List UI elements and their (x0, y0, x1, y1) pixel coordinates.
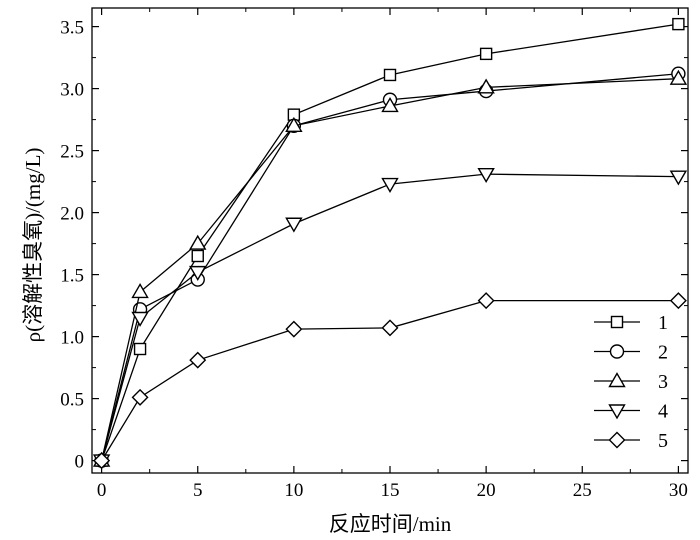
series-4 (92, 167, 688, 470)
series-5-point (93, 452, 111, 470)
series-5-point (285, 320, 303, 338)
legend-label: 1 (658, 312, 668, 334)
y-tick-label: 3.5 (60, 18, 84, 39)
x-tick-label: 0 (97, 480, 107, 501)
series-3-point (131, 283, 149, 299)
series-4-point (477, 167, 495, 184)
series-3 (92, 69, 688, 467)
series-1-point (672, 17, 685, 31)
y-tick-label: 0 (75, 452, 85, 473)
legend-marker (608, 431, 626, 449)
series-group (92, 17, 688, 470)
series-3-point (189, 234, 207, 250)
series-4-point (285, 217, 303, 233)
x-axis-ticks: 0 5 10 15 20 25 30 (97, 8, 688, 501)
series-5-point (669, 292, 687, 310)
series-5 (93, 292, 687, 470)
series-1-point (383, 68, 397, 82)
x-tick-label: 10 (284, 480, 303, 501)
series-4-point (189, 265, 207, 282)
y-tick-label: 1.0 (60, 328, 84, 349)
y-tick-label: 2.0 (60, 204, 84, 225)
legend-label: 3 (658, 371, 668, 393)
x-tick-label: 25 (573, 480, 592, 501)
series-3-point (477, 78, 495, 94)
x-axis-label: 反应时间/min (329, 512, 452, 536)
series-5-point (477, 292, 495, 310)
series-1-point (191, 249, 204, 263)
y-axis-ticks: 0 0.5 1.0 1.5 2.0 2.5 3.0 3.5 (60, 18, 688, 473)
series-5-point (189, 351, 207, 369)
y-axis-label: ρ(溶解性臭氧)/(mg/L) (21, 148, 45, 343)
y-tick-label: 3.0 (60, 80, 84, 101)
legend: 1 2 3 4 5 (594, 312, 668, 452)
legend-label: 2 (658, 342, 668, 364)
y-tick-label: 1.5 (60, 266, 84, 287)
series-4-line (100, 173, 679, 461)
series-5-point (381, 319, 399, 337)
series-5-point (131, 388, 149, 406)
series-2-line (100, 73, 679, 461)
x-tick-label: 20 (477, 480, 496, 501)
series-3-point (669, 69, 688, 85)
series-3-point (381, 97, 399, 113)
series-4-point (669, 170, 688, 186)
series-1-point (479, 47, 493, 61)
x-tick-label: 5 (193, 480, 203, 501)
series-3-line (100, 78, 679, 461)
y-tick-label: 0.5 (60, 390, 84, 411)
legend-marker (608, 404, 626, 420)
legend-marker (608, 372, 626, 388)
series-1 (95, 17, 685, 467)
series-1-point (133, 342, 147, 356)
legend-marker (610, 315, 624, 329)
series-1-line (100, 23, 679, 461)
legend-marker (609, 344, 625, 359)
x-tick-label: 15 (381, 480, 400, 501)
series-4-point (131, 311, 149, 327)
series-2 (94, 66, 686, 468)
legend-label: 5 (658, 430, 668, 452)
legend-label: 4 (658, 401, 668, 423)
series-4-point (381, 177, 399, 193)
x-tick-label: 30 (669, 480, 688, 501)
series-3-point (285, 116, 303, 133)
y-tick-label: 2.5 (60, 142, 84, 163)
